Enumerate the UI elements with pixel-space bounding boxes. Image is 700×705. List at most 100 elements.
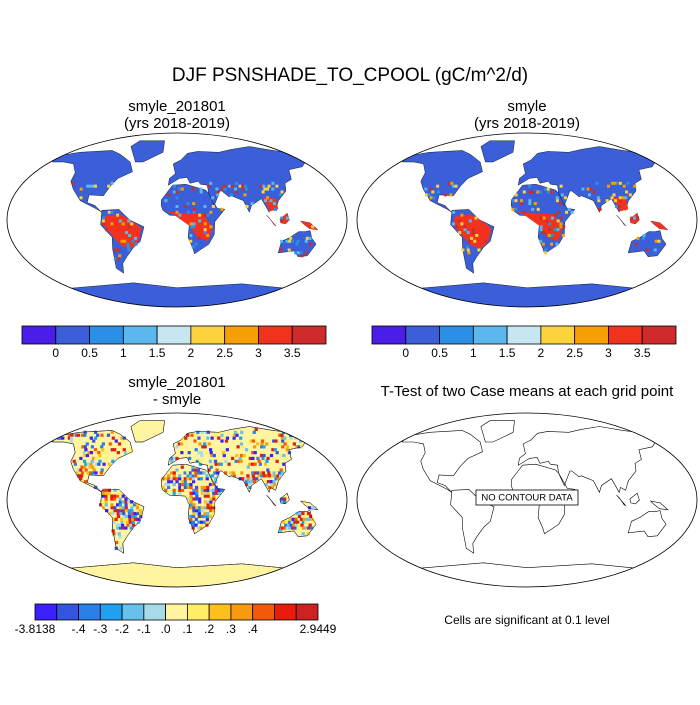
cell — [203, 228, 207, 232]
cell — [202, 477, 207, 481]
cell — [598, 207, 602, 211]
cell — [261, 471, 266, 475]
cell — [244, 477, 248, 481]
cell — [262, 445, 266, 449]
cell — [76, 468, 80, 472]
cell — [183, 204, 187, 208]
cell — [136, 511, 140, 516]
cell — [514, 199, 518, 203]
colorbar-box — [258, 325, 293, 345]
cell — [127, 248, 131, 252]
cell — [279, 468, 283, 472]
cell — [612, 193, 616, 197]
cell — [291, 517, 295, 521]
cell — [118, 503, 123, 507]
cell — [133, 236, 137, 240]
land — [51, 150, 133, 213]
land — [649, 500, 669, 511]
cell — [202, 471, 206, 475]
map — [51, 140, 319, 307]
cell — [88, 465, 92, 469]
coast — [300, 500, 319, 510]
cell — [128, 517, 132, 521]
cell — [126, 523, 130, 527]
cell — [212, 491, 216, 495]
cell — [205, 517, 210, 521]
cell — [539, 228, 543, 232]
cell — [303, 514, 307, 519]
land — [130, 420, 165, 443]
cell — [283, 442, 287, 446]
cell — [91, 456, 96, 461]
cell — [209, 451, 213, 455]
land — [401, 150, 483, 213]
cell — [630, 216, 634, 220]
cell — [209, 506, 213, 510]
cell — [186, 202, 190, 206]
cell — [166, 485, 171, 490]
cell — [472, 231, 476, 235]
cell — [178, 488, 182, 492]
colorbar-label: 3.5 — [284, 346, 301, 360]
cell — [466, 231, 470, 235]
cell — [258, 462, 262, 466]
panel-subtitle: (yrs 2018-2019) — [474, 115, 580, 132]
cell — [172, 477, 176, 481]
cell — [203, 494, 207, 498]
colorbar-box — [371, 325, 407, 345]
colorbar-box — [143, 603, 167, 621]
colorbar-box — [156, 325, 192, 345]
cell — [189, 491, 193, 495]
cell — [192, 488, 196, 492]
cell — [105, 228, 109, 232]
cell — [275, 459, 279, 463]
cell — [203, 514, 207, 519]
cell — [104, 503, 108, 507]
cell — [169, 471, 174, 475]
cell — [283, 497, 287, 501]
colorbar-label: 2 — [188, 346, 195, 360]
cell — [79, 477, 83, 481]
cell — [192, 511, 196, 516]
cell — [136, 517, 140, 521]
cell — [115, 494, 120, 498]
cell — [265, 459, 269, 463]
cell — [135, 506, 140, 510]
cell — [197, 509, 202, 513]
cell — [113, 494, 117, 498]
panel-title: smyle — [507, 98, 546, 115]
cell — [626, 181, 630, 185]
cell — [110, 210, 114, 214]
cell — [99, 471, 103, 475]
cell — [197, 474, 201, 478]
cell — [210, 436, 214, 440]
cell — [58, 436, 63, 440]
cell — [86, 462, 91, 466]
cell — [250, 462, 255, 466]
cell — [253, 480, 257, 484]
cell — [203, 445, 207, 449]
cell — [212, 506, 216, 510]
cell — [280, 239, 284, 243]
tropical-high — [515, 211, 563, 242]
cell — [546, 187, 550, 191]
cell — [242, 187, 246, 191]
cell — [195, 485, 199, 490]
cell — [104, 497, 108, 501]
cell — [124, 497, 128, 501]
cell — [125, 231, 129, 235]
cell — [217, 436, 221, 440]
cell — [260, 442, 264, 446]
cell — [104, 500, 108, 504]
cell — [127, 225, 131, 229]
cell — [206, 233, 210, 237]
cell — [511, 199, 515, 203]
cell — [200, 430, 204, 434]
cell — [104, 491, 108, 495]
cell — [214, 491, 219, 495]
cell — [474, 216, 478, 220]
cell — [305, 517, 309, 521]
cell — [209, 503, 213, 507]
cell — [308, 506, 312, 510]
cell — [87, 451, 91, 455]
